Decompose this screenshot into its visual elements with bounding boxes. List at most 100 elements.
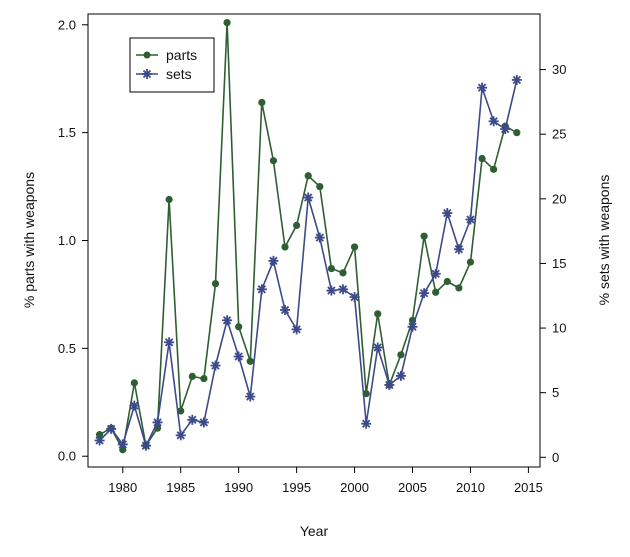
y-left-tick-label: 0.5 — [58, 341, 76, 356]
x-tick-label: 1995 — [282, 480, 311, 495]
point-sets — [419, 288, 430, 299]
x-tick-label: 2000 — [340, 480, 369, 495]
point-sets — [106, 423, 117, 434]
point-parts — [223, 19, 231, 27]
point-sets — [256, 284, 267, 295]
asterisk-stroke — [234, 352, 243, 361]
point-parts — [200, 374, 208, 383]
asterisk-stroke — [385, 380, 394, 390]
point-sets — [361, 418, 372, 429]
x-tick-label: 1980 — [108, 480, 137, 495]
point-parts — [420, 232, 428, 240]
y-left-tick-label: 1.0 — [58, 233, 76, 248]
point-parts — [327, 264, 335, 273]
legend-parts-label: parts — [166, 47, 197, 63]
point-sets — [140, 440, 151, 451]
y-left-tick-label: 1.5 — [58, 125, 76, 140]
point-sets — [326, 285, 337, 296]
asterisk-stroke — [315, 233, 324, 242]
legend-parts-marker — [143, 51, 151, 59]
y-right-tick-label: 5 — [552, 385, 559, 400]
point-parts — [513, 129, 521, 137]
asterisk-stroke — [408, 322, 417, 331]
asterisk-stroke — [466, 215, 475, 224]
x-tick-label: 2015 — [514, 480, 543, 495]
point-sets — [187, 414, 198, 425]
point-parts — [188, 372, 196, 380]
asterisk-stroke — [246, 392, 255, 401]
y-right-tick-label: 0 — [552, 450, 559, 465]
point-parts — [177, 407, 185, 415]
point-sets — [395, 370, 406, 381]
asterisk-stroke — [292, 325, 301, 334]
legend: parts sets — [129, 37, 215, 93]
asterisk-stroke — [396, 371, 406, 381]
y-axis-left: 0.0 0.5 1.0 1.5 2.0 — [58, 17, 88, 464]
asterisk-stroke — [95, 436, 104, 445]
asterisk-stroke — [350, 292, 359, 302]
x-tick-label: 1990 — [224, 480, 253, 495]
y-right-tick-label: 30 — [552, 62, 566, 77]
asterisk-stroke — [211, 361, 220, 370]
y-right-tick-label: 25 — [552, 127, 566, 142]
point-sets — [222, 315, 233, 326]
y-axis-right-title: % sets with weapons — [596, 175, 612, 306]
asterisk-stroke — [477, 83, 487, 92]
point-parts — [246, 357, 254, 365]
point-parts — [95, 431, 104, 439]
point-parts — [432, 288, 440, 296]
x-axis: 1980 1985 1990 1995 2000 2005 2010 2015 — [108, 467, 543, 495]
asterisk-stroke — [141, 441, 151, 450]
point-sets — [303, 192, 314, 203]
series-layer — [94, 19, 522, 454]
point-sets — [372, 342, 383, 353]
point-sets — [94, 435, 105, 446]
asterisk-stroke — [269, 256, 278, 266]
point-parts — [455, 284, 463, 292]
point-sets — [245, 391, 256, 402]
point-sets — [164, 337, 175, 348]
y-right-tick-label: 20 — [552, 191, 566, 206]
asterisk-stroke — [118, 440, 127, 449]
y-right-tick-label: 15 — [552, 256, 566, 271]
asterisk-stroke — [142, 69, 152, 79]
point-sets — [129, 400, 140, 411]
point-parts — [281, 243, 289, 251]
y-left-tick-label: 2.0 — [58, 17, 76, 32]
point-parts — [130, 379, 138, 387]
point-parts — [350, 243, 359, 251]
asterisk-stroke — [512, 75, 521, 85]
asterisk-stroke — [107, 424, 116, 434]
legend-box — [129, 37, 215, 93]
point-sets — [198, 417, 209, 428]
point-parts — [235, 323, 243, 331]
point-sets — [152, 417, 163, 428]
asterisk-stroke — [338, 285, 348, 294]
asterisk-stroke — [222, 316, 232, 325]
asterisk-stroke — [431, 269, 440, 278]
asterisk-stroke — [153, 418, 162, 427]
point-parts — [490, 165, 498, 173]
point-parts — [316, 182, 324, 191]
asterisk-stroke — [164, 338, 174, 347]
point-parts — [478, 154, 486, 163]
point-sets — [233, 351, 244, 362]
y-axis-right: 0 5 10 15 20 25 30 — [540, 62, 566, 465]
point-sets — [210, 360, 221, 371]
x-axis-title: Year — [300, 523, 329, 539]
point-sets — [175, 430, 186, 441]
legend-asterisk — [142, 69, 152, 79]
series-line-sets — [99, 79, 518, 447]
point-sets — [291, 324, 302, 335]
asterisk-stroke — [489, 117, 498, 126]
point-sets — [500, 124, 511, 135]
x-tick-label: 2005 — [398, 480, 427, 495]
point-sets — [442, 208, 453, 219]
legend-sets-label: sets — [166, 66, 192, 82]
point-parts — [165, 195, 173, 204]
point-parts — [466, 258, 475, 266]
point-parts — [293, 221, 301, 229]
asterisk-stroke — [443, 208, 452, 218]
point-sets — [280, 304, 291, 315]
